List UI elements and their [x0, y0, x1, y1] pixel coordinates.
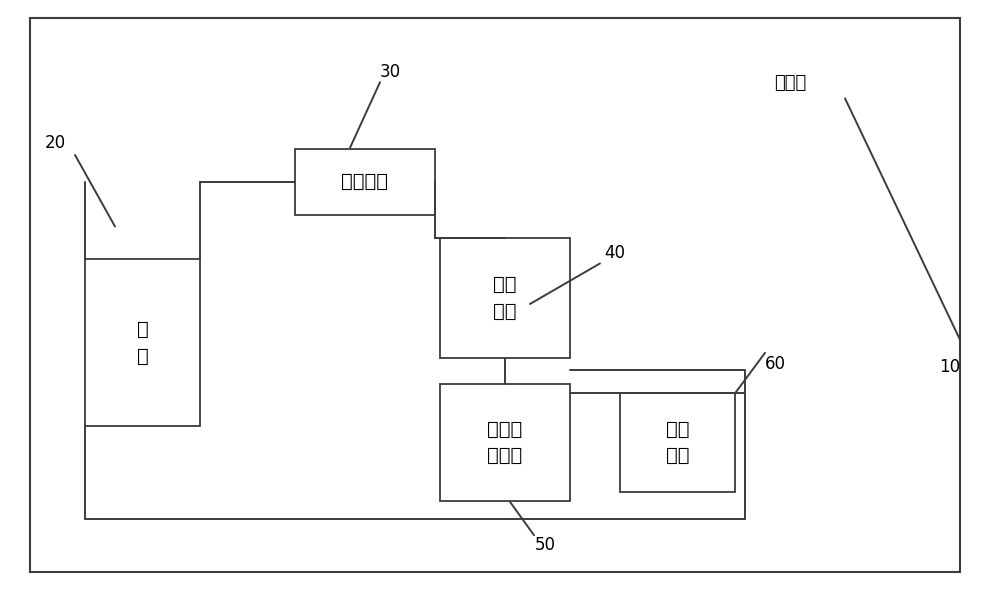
Text: 电路板: 电路板 [774, 74, 806, 92]
Text: 60: 60 [765, 355, 786, 372]
Bar [295, 149, 435, 215]
Bar [620, 393, 735, 492]
Bar [85, 259, 200, 426]
Text: 保险模块: 保险模块 [342, 172, 388, 191]
Text: 10: 10 [939, 358, 961, 375]
Text: 测温
模块: 测温 模块 [493, 275, 517, 321]
Text: 30: 30 [379, 63, 401, 80]
Text: 40: 40 [604, 244, 626, 262]
Text: 滤波稳
压模块: 滤波稳 压模块 [487, 420, 523, 465]
Bar [440, 384, 570, 501]
Text: 50: 50 [534, 536, 556, 554]
Text: 散热
模块: 散热 模块 [666, 420, 689, 465]
Text: 电
源: 电 源 [137, 320, 148, 365]
Bar [440, 238, 570, 358]
Text: 20: 20 [44, 134, 66, 152]
